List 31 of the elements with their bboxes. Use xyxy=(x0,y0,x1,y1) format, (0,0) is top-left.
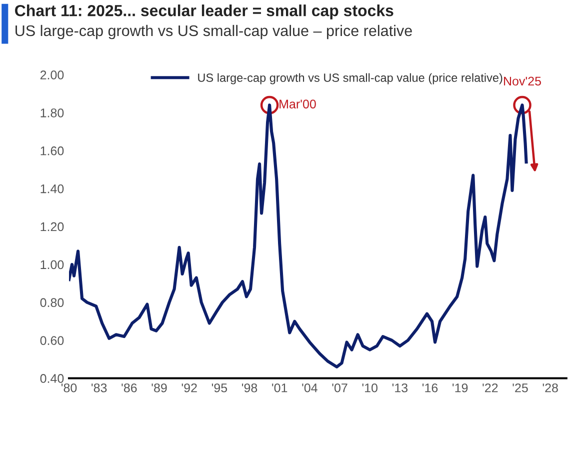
y-tick-label: 0.60 xyxy=(40,336,64,345)
chart-subtitle: US large-cap growth vs US small-cap value – price relative xyxy=(16,24,412,40)
y-tick-label: 1.80 xyxy=(40,108,64,118)
y-tick-label: 1.40 xyxy=(40,184,64,194)
x-tick-label: '86 xyxy=(122,383,137,392)
y-tick-label: 1.20 xyxy=(40,222,64,232)
x-tick-label: '07 xyxy=(332,383,348,392)
x-tick-label: '92 xyxy=(182,383,197,392)
x-tick-label: '04 xyxy=(302,383,318,392)
x-tick-label: '95 xyxy=(212,383,228,392)
annotation: Mar'00 xyxy=(280,100,316,108)
chart-title: Chart 11: 2025... secular leader = small cap stocks xyxy=(15,4,394,20)
x-tick-label: '25 xyxy=(512,383,528,392)
x-tick-label: '80 xyxy=(61,383,77,392)
y-tick-label: 2.00 xyxy=(40,70,64,80)
x-tick-label: '10 xyxy=(362,383,378,392)
x-tick-label: '98 xyxy=(242,383,258,392)
x-tick-label: '13 xyxy=(392,383,408,392)
y-tick-label: 0.80 xyxy=(40,298,64,308)
x-tick-label: '19 xyxy=(452,383,468,392)
y-tick-label: 1.00 xyxy=(40,260,64,270)
legend-label: US large-cap growth vs US small-cap value (price relative) xyxy=(198,73,502,84)
x-tick-label: '89 xyxy=(152,383,167,392)
x-tick-label: '16 xyxy=(422,383,438,392)
y-tick-label: 1.60 xyxy=(40,146,64,156)
x-tick-label: '83 xyxy=(92,383,107,392)
y-tick-label: 0.40 xyxy=(40,374,64,383)
x-tick-label: '01 xyxy=(272,383,288,392)
annotation: Nov'25 xyxy=(504,76,541,86)
x-tick-label: '28 xyxy=(542,383,558,392)
x-tick-label: '22 xyxy=(482,383,498,392)
